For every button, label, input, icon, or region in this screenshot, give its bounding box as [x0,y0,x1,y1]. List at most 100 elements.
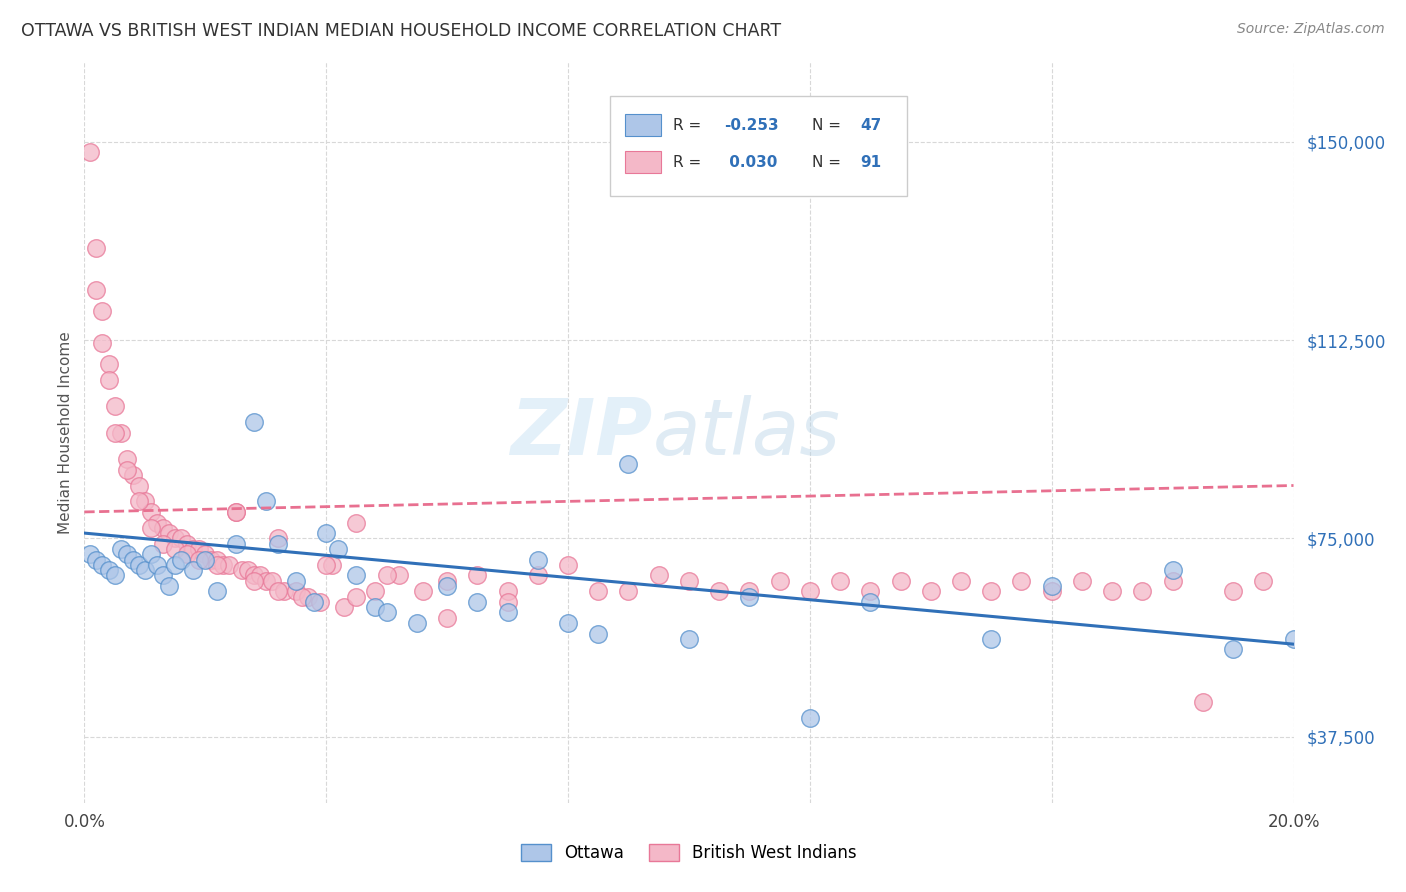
Point [188,552,211,566]
Text: -0.253: -0.253 [724,118,779,133]
Point [285,584,308,599]
Point [267,584,290,599]
Point [170,552,193,566]
Point [170,532,193,546]
Text: ZIP: ZIP [510,394,652,471]
Point [207,552,229,566]
Point [146,558,169,572]
Bar [624,152,661,173]
Point [218,558,240,572]
Point [920,584,942,599]
Point [1040,584,1063,599]
Point [273,584,295,599]
Text: R =: R = [673,155,706,169]
Point [980,632,1002,646]
Point [1161,574,1184,588]
Point [165,558,187,572]
Point [1130,584,1153,599]
Point [188,541,211,556]
Point [91,304,114,318]
Point [104,425,127,440]
Point [176,537,198,551]
Point [134,494,156,508]
Point [146,516,169,530]
Point [267,537,290,551]
Point [152,521,174,535]
Point [121,467,143,482]
Point [375,606,398,620]
Point [86,240,108,255]
Point [588,626,610,640]
Point [225,537,247,551]
Text: R =: R = [673,118,706,133]
Point [1161,563,1184,577]
Text: atlas: atlas [652,394,841,471]
Point [139,505,162,519]
Point [1282,632,1305,646]
Point [110,425,132,440]
Point [97,563,120,577]
Point [207,558,229,572]
Point [157,579,180,593]
Point [254,494,277,508]
Point [648,568,671,582]
Point [97,357,120,371]
Point [86,283,108,297]
Point [321,558,343,572]
Point [1222,642,1244,657]
Point [139,521,162,535]
Point [388,568,411,582]
Point [115,547,138,561]
Point [194,552,217,566]
Point [79,145,101,160]
Point [152,537,174,551]
Point [346,590,368,604]
Point [152,568,174,582]
Point [200,552,222,566]
Point [157,526,180,541]
Point [231,563,253,577]
Point [328,541,350,556]
Point [436,574,458,588]
Point [738,584,761,599]
Bar [624,114,661,136]
Point [194,547,217,561]
Point [242,568,264,582]
Point [980,584,1002,599]
Y-axis label: Median Household Income: Median Household Income [58,331,73,534]
Point [242,574,264,588]
Point [769,574,792,588]
Point [496,606,519,620]
Point [128,558,150,572]
Point [527,568,550,582]
Text: 91: 91 [860,155,882,169]
Point [617,458,640,472]
Point [617,584,640,599]
Point [79,547,101,561]
Point [242,415,264,429]
Point [86,552,108,566]
Point [97,373,120,387]
FancyBboxPatch shape [610,95,907,195]
Point [134,563,156,577]
Text: OTTAWA VS BRITISH WEST INDIAN MEDIAN HOUSEHOLD INCOME CORRELATION CHART: OTTAWA VS BRITISH WEST INDIAN MEDIAN HOU… [21,22,782,40]
Point [950,574,973,588]
Point [1222,584,1244,599]
Point [436,611,458,625]
Point [678,632,700,646]
Point [363,600,385,615]
Point [315,558,337,572]
Point [527,552,550,566]
Point [249,568,271,582]
Point [1253,574,1275,588]
Point [139,547,162,561]
Point [165,532,187,546]
Point [260,574,283,588]
Point [165,541,187,556]
Point [302,595,325,609]
Point [297,590,319,604]
Point [128,478,150,492]
Point [799,584,821,599]
Point [678,574,700,588]
Point [181,563,204,577]
